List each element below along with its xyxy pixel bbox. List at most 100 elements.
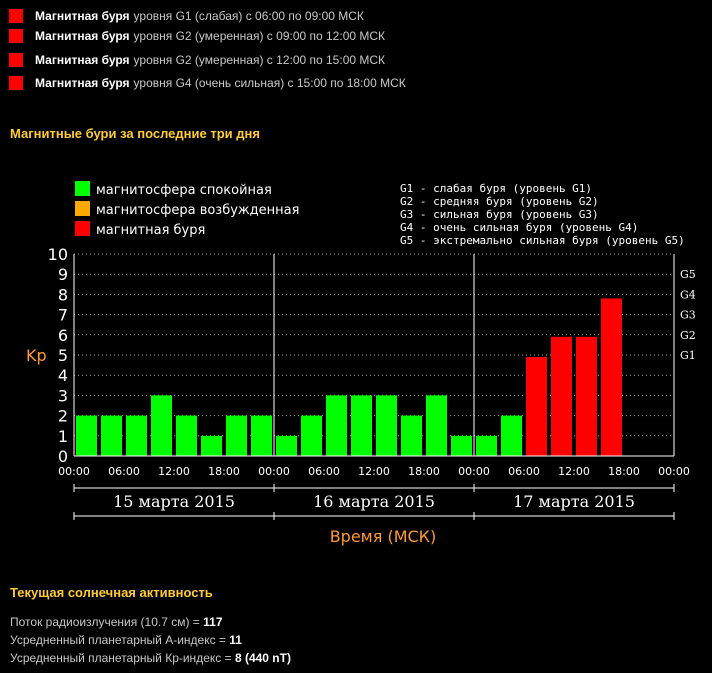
alert-details: уровня G1 (слабая) с 06:00 по 09:00 МСК [133, 9, 364, 23]
alert-details: уровня G2 (умеренная) с 09:00 по 12:00 М… [133, 29, 386, 43]
y-tick-label: 10 [48, 245, 68, 264]
y-tick-label: 8 [58, 285, 68, 304]
legend-label: магнитосфера спокойная [96, 183, 272, 198]
g-legend-entry: G1 - слабая буря (уровень G1) [400, 182, 592, 195]
day-label: 15 марта 2015 [113, 492, 235, 511]
a-index-label: Усредненный планетарный А-индекс = [10, 633, 230, 647]
kp-bar [476, 435, 497, 456]
kp-bar [526, 357, 547, 456]
alert-title: Магнитная буря [35, 53, 130, 67]
kp-bar [101, 415, 122, 456]
alert-title: Магнитная буря [35, 9, 130, 23]
kp-index-label: Усредненный планетарный Кр-индекс = [10, 651, 235, 665]
x-tick-label: 12:00 [558, 465, 590, 478]
kp-bar [501, 415, 522, 456]
y-tick-label: 6 [58, 326, 68, 345]
g-level-label: G4 [680, 288, 696, 301]
kp-index-line: Усредненный планетарный Кр-индекс = 8 (4… [10, 651, 291, 665]
radio-flux-label: Поток радиоизлучения (10.7 см) = [10, 615, 204, 629]
g-level-label: G1 [680, 349, 696, 362]
x-axis-title: Время (МСК) [330, 527, 437, 546]
y-axis-title: Kp [26, 346, 47, 365]
kp-bar [301, 415, 322, 456]
y-tick-label: 1 [58, 427, 68, 446]
storm-square-icon [9, 76, 23, 90]
legend-label: магнитная буря [96, 223, 205, 238]
radio-flux-value: 117 [203, 615, 223, 629]
chart-bars [76, 298, 622, 456]
kp-bar [326, 395, 347, 456]
x-tick-label: 00:00 [458, 465, 490, 478]
g-legend-entry: G5 - экстремально сильная буря (уровень … [400, 234, 685, 247]
chart-legend: магнитосфера спокойная магнитосфера возбу… [75, 181, 299, 238]
storm-alert: Магнитная буря уровня G4 (очень сильная)… [9, 73, 406, 93]
kp-bar [601, 298, 622, 456]
kp-bar [376, 395, 397, 456]
y-tick-label: 9 [58, 265, 68, 284]
g-legend-entry: G3 - сильная буря (уровень G3) [400, 208, 599, 221]
kp-bar [251, 415, 272, 456]
g-level-label: G5 [680, 268, 696, 281]
kp-bar [126, 415, 147, 456]
kp-bar [226, 415, 247, 456]
kp-index-value: 8 (440 nT) [234, 651, 291, 665]
kp-bar [351, 395, 372, 456]
x-tick-label: 12:00 [158, 465, 190, 478]
y-tick-label: 3 [58, 386, 68, 405]
g-level-legend: G1 - слабая буря (уровень G1)G2 - средня… [400, 182, 685, 247]
solar-section-title: Текущая солнечная активность [10, 585, 213, 600]
storms-section-title: Магнитные бури за последние три дня [10, 126, 260, 141]
kp-bar [401, 415, 422, 456]
kp-bar [76, 415, 97, 456]
kp-bar [426, 395, 447, 456]
a-index-value: 11 [229, 633, 242, 647]
y-tick-label: 2 [58, 407, 68, 426]
storm-alert: Магнитная буря уровня G2 (умеренная) с 1… [9, 50, 385, 70]
x-tick-label: 06:00 [508, 465, 540, 478]
kp-chart: магнитосфера спокойная магнитосфера возбу… [26, 181, 696, 546]
legend-swatch [75, 181, 90, 196]
x-tick-label: 18:00 [608, 465, 640, 478]
legend-label: магнитосфера возбужденная [96, 203, 299, 218]
g-level-label: G3 [680, 309, 696, 322]
legend-swatch [75, 201, 90, 216]
kp-bar [276, 435, 297, 456]
day-label: 16 марта 2015 [313, 492, 435, 511]
storm-square-icon [9, 53, 23, 67]
day-label: 17 марта 2015 [513, 492, 635, 511]
kp-bar [201, 435, 222, 456]
kp-bar [576, 336, 597, 456]
kp-bar [551, 336, 572, 456]
x-tick-label: 12:00 [358, 465, 390, 478]
g-level-label: G2 [680, 329, 696, 342]
y-tick-label: 0 [58, 447, 68, 466]
alert-title: Магнитная буря [35, 76, 130, 90]
x-tick-label: 18:00 [208, 465, 240, 478]
radio-flux-line: Поток радиоизлучения (10.7 см) = 117 [10, 615, 223, 629]
storm-square-icon [9, 29, 23, 43]
g-legend-entry: G2 - средняя буря (уровень G2) [400, 195, 599, 208]
y-tick-label: 7 [58, 306, 68, 325]
x-tick-label: 06:00 [308, 465, 340, 478]
storm-alert: Магнитная буря уровня G2 (умеренная) с 0… [9, 26, 385, 46]
kp-bar [176, 415, 197, 456]
a-index-line: Усредненный планетарный А-индекс = 11 [10, 633, 242, 647]
x-tick-label: 00:00 [658, 465, 690, 478]
alert-title: Магнитная буря [35, 29, 130, 43]
kp-bar [451, 435, 472, 456]
alert-details: уровня G4 (очень сильная) с 15:00 по 18:… [133, 76, 406, 90]
kp-bar [151, 395, 172, 456]
y-tick-label: 4 [58, 366, 68, 385]
x-tick-label: 06:00 [108, 465, 140, 478]
g-legend-entry: G4 - очень сильная буря (уровень G4) [400, 221, 638, 234]
chart-grid [74, 253, 674, 456]
legend-swatch [75, 221, 90, 236]
y-tick-label: 5 [58, 346, 68, 365]
x-tick-label: 00:00 [58, 465, 90, 478]
x-tick-label: 00:00 [258, 465, 290, 478]
x-tick-label: 18:00 [408, 465, 440, 478]
storm-alert: Магнитная буря уровня G1 (слабая) с 06:0… [9, 6, 364, 26]
alert-details: уровня G2 (умеренная) с 12:00 по 15:00 М… [133, 53, 386, 67]
storm-square-icon [9, 9, 23, 23]
